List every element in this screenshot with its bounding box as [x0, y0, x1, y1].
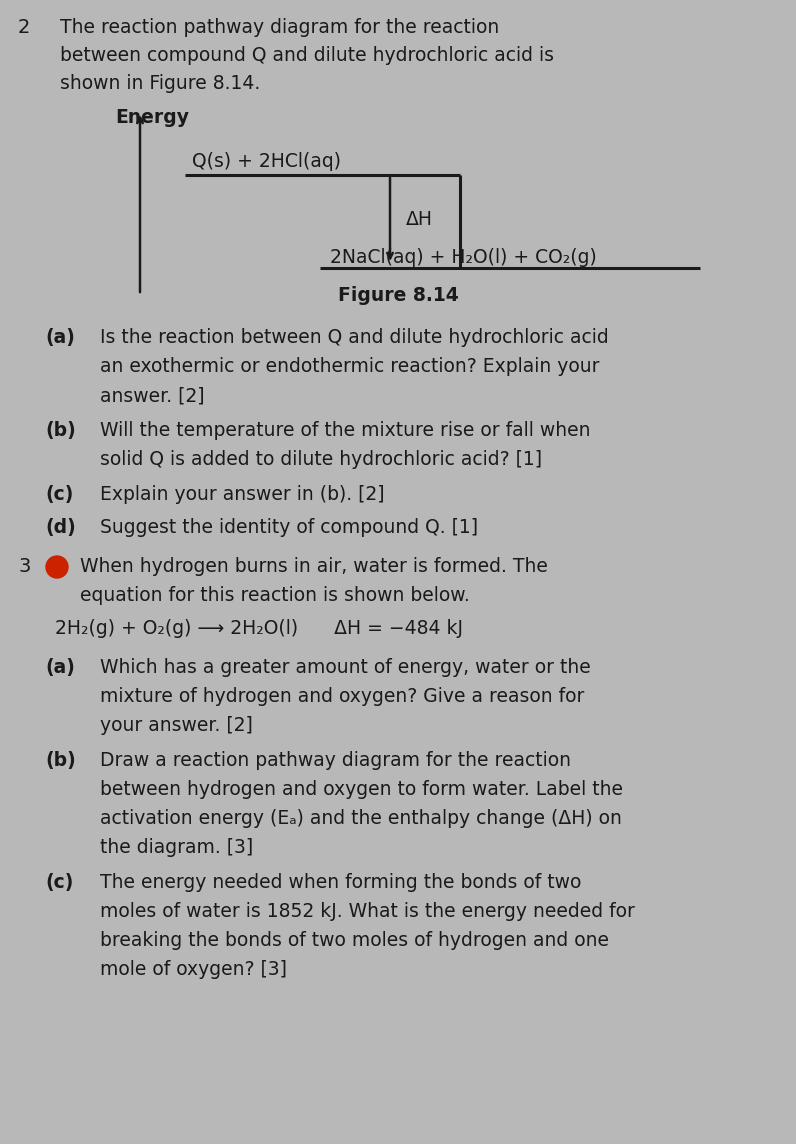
Text: Explain your answer in (b). [2]: Explain your answer in (b). [2] — [100, 485, 384, 505]
Text: Is the reaction between Q and dilute hydrochloric acid: Is the reaction between Q and dilute hyd… — [100, 328, 609, 347]
Text: shown in Figure 8.14.: shown in Figure 8.14. — [60, 74, 260, 93]
Text: 2H₂(g) + O₂(g) ⟶ 2H₂O(l)      ΔH = −484 kJ: 2H₂(g) + O₂(g) ⟶ 2H₂O(l) ΔH = −484 kJ — [55, 619, 463, 638]
Text: (b): (b) — [45, 750, 76, 770]
Text: mixture of hydrogen and oxygen? Give a reason for: mixture of hydrogen and oxygen? Give a r… — [100, 688, 584, 706]
Text: mole of oxygen? [3]: mole of oxygen? [3] — [100, 960, 287, 979]
Text: activation energy (Eₐ) and the enthalpy change (ΔH) on: activation energy (Eₐ) and the enthalpy … — [100, 809, 622, 828]
Text: Q(s) + 2HCl(aq): Q(s) + 2HCl(aq) — [192, 152, 341, 170]
Text: When hydrogen burns in air, water is formed. The: When hydrogen burns in air, water is for… — [80, 557, 548, 575]
Text: (b): (b) — [45, 421, 76, 440]
Text: the diagram. [3]: the diagram. [3] — [100, 839, 253, 857]
Text: (d): (d) — [45, 518, 76, 537]
Text: Energy: Energy — [115, 108, 189, 127]
Text: (a): (a) — [45, 658, 75, 677]
Text: Figure 8.14: Figure 8.14 — [338, 286, 458, 305]
Text: solid Q is added to dilute hydrochloric acid? [1]: solid Q is added to dilute hydrochloric … — [100, 450, 542, 469]
Circle shape — [46, 556, 68, 578]
Text: between hydrogen and oxygen to form water. Label the: between hydrogen and oxygen to form wate… — [100, 780, 623, 799]
Text: Draw a reaction pathway diagram for the reaction: Draw a reaction pathway diagram for the … — [100, 750, 571, 770]
Text: 2NaCl(aq) + H₂O(l) + CO₂(g): 2NaCl(aq) + H₂O(l) + CO₂(g) — [330, 248, 597, 267]
Text: (c): (c) — [45, 873, 73, 892]
Text: S: S — [52, 561, 62, 574]
Text: (a): (a) — [45, 328, 75, 347]
Text: between compound Q and dilute hydrochloric acid is: between compound Q and dilute hydrochlor… — [60, 46, 554, 65]
Text: Suggest the identity of compound Q. [1]: Suggest the identity of compound Q. [1] — [100, 518, 478, 537]
Text: your answer. [2]: your answer. [2] — [100, 716, 253, 734]
Text: answer. [2]: answer. [2] — [100, 386, 205, 405]
Text: equation for this reaction is shown below.: equation for this reaction is shown belo… — [80, 586, 470, 605]
Text: Which has a greater amount of energy, water or the: Which has a greater amount of energy, wa… — [100, 658, 591, 677]
Text: 3: 3 — [18, 557, 30, 575]
Text: ΔH: ΔH — [406, 210, 433, 229]
Text: breaking the bonds of two moles of hydrogen and one: breaking the bonds of two moles of hydro… — [100, 931, 609, 950]
Text: an exothermic or endothermic reaction? Explain your: an exothermic or endothermic reaction? E… — [100, 357, 599, 376]
Text: moles of water is 1852 kJ. What is the energy needed for: moles of water is 1852 kJ. What is the e… — [100, 901, 635, 921]
Text: (c): (c) — [45, 485, 73, 505]
Text: Will the temperature of the mixture rise or fall when: Will the temperature of the mixture rise… — [100, 421, 591, 440]
Text: The reaction pathway diagram for the reaction: The reaction pathway diagram for the rea… — [60, 18, 499, 37]
Text: 2: 2 — [18, 18, 30, 37]
Text: The energy needed when forming the bonds of two: The energy needed when forming the bonds… — [100, 873, 581, 892]
